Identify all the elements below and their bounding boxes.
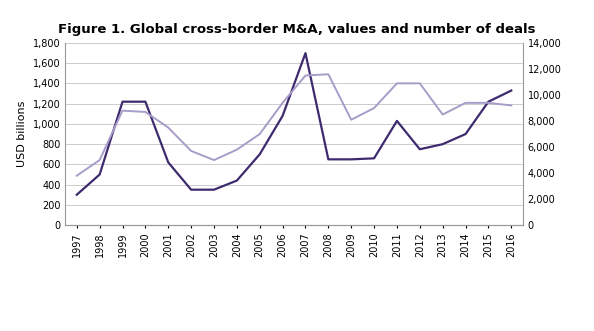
Cross-border M&A ($ volumes) xyxy=(188,188,195,192)
Cross-border M&A ($ volumes) xyxy=(416,147,424,151)
Text: Figure 1. Global cross-border M&A, values and number of deals: Figure 1. Global cross-border M&A, value… xyxy=(58,23,536,36)
Cross-border M&A ($ volumes) xyxy=(462,132,469,136)
# of cross-border deals (right axis) xyxy=(462,101,469,105)
Cross-border M&A ($ volumes) xyxy=(233,179,241,183)
# of cross-border deals (right axis) xyxy=(256,132,263,136)
# of cross-border deals (right axis) xyxy=(416,81,424,85)
Cross-border M&A ($ volumes) xyxy=(439,142,446,146)
Line: # of cross-border deals (right axis): # of cross-border deals (right axis) xyxy=(77,74,511,176)
# of cross-border deals (right axis) xyxy=(165,125,172,129)
Cross-border M&A ($ volumes) xyxy=(485,100,492,104)
Cross-border M&A ($ volumes) xyxy=(165,161,172,165)
# of cross-border deals (right axis) xyxy=(347,118,355,122)
Cross-border M&A ($ volumes) xyxy=(279,114,286,118)
Cross-border M&A ($ volumes) xyxy=(371,156,378,160)
# of cross-border deals (right axis) xyxy=(73,174,80,178)
Cross-border M&A ($ volumes) xyxy=(508,89,515,93)
# of cross-border deals (right axis) xyxy=(188,149,195,153)
Cross-border M&A ($ volumes) xyxy=(73,193,80,197)
Cross-border M&A ($ volumes) xyxy=(142,100,149,104)
Cross-border M&A ($ volumes) xyxy=(347,157,355,161)
# of cross-border deals (right axis) xyxy=(439,113,446,117)
# of cross-border deals (right axis) xyxy=(279,101,286,105)
Line: Cross-border M&A ($ volumes): Cross-border M&A ($ volumes) xyxy=(77,53,511,195)
Cross-border M&A ($ volumes) xyxy=(119,100,126,104)
# of cross-border deals (right axis) xyxy=(142,110,149,114)
Cross-border M&A ($ volumes) xyxy=(325,157,332,161)
# of cross-border deals (right axis) xyxy=(371,106,378,110)
Y-axis label: USD billions: USD billions xyxy=(17,101,27,167)
Cross-border M&A ($ volumes) xyxy=(302,51,309,55)
# of cross-border deals (right axis) xyxy=(302,73,309,77)
# of cross-border deals (right axis) xyxy=(233,148,241,152)
# of cross-border deals (right axis) xyxy=(96,158,103,162)
# of cross-border deals (right axis) xyxy=(119,109,126,113)
# of cross-border deals (right axis) xyxy=(325,72,332,76)
# of cross-border deals (right axis) xyxy=(485,101,492,105)
# of cross-border deals (right axis) xyxy=(508,104,515,108)
Cross-border M&A ($ volumes) xyxy=(256,152,263,156)
Cross-border M&A ($ volumes) xyxy=(393,119,400,123)
Cross-border M&A ($ volumes) xyxy=(96,172,103,176)
Cross-border M&A ($ volumes) xyxy=(210,188,217,192)
# of cross-border deals (right axis) xyxy=(393,81,400,85)
# of cross-border deals (right axis) xyxy=(210,158,217,162)
